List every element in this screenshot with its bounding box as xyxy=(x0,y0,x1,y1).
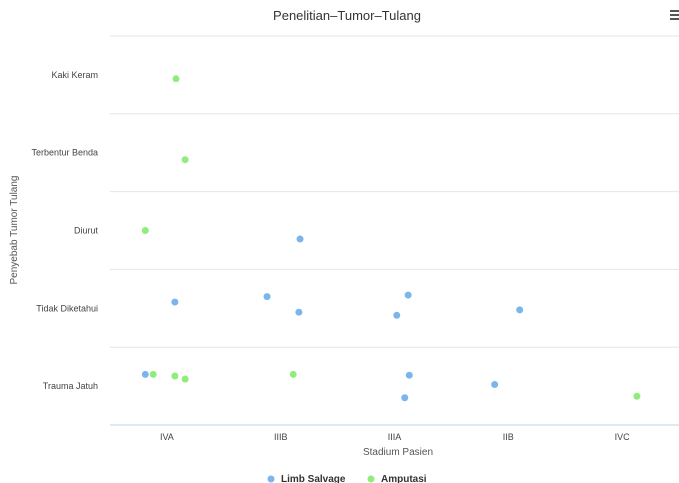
y-tick-label: Kaki Keram xyxy=(51,70,98,80)
x-axis-title: Stadium Pasien xyxy=(363,447,433,458)
chart-menu-button[interactable] xyxy=(670,10,679,22)
data-point-limb-salvage[interactable] xyxy=(141,370,149,378)
legend-marker-amputasi xyxy=(367,475,375,483)
legend-marker-limb-salvage xyxy=(267,475,275,483)
data-point-amputasi[interactable] xyxy=(171,372,179,380)
legend-item-limb-salvage[interactable]: Limb Salvage xyxy=(267,474,346,483)
data-point-limb-salvage[interactable] xyxy=(401,394,409,402)
data-point-limb-salvage[interactable] xyxy=(171,298,179,306)
data-point-limb-salvage[interactable] xyxy=(491,381,499,389)
x-tick-label: IVC xyxy=(615,432,631,442)
data-point-amputasi[interactable] xyxy=(181,156,189,164)
x-tick-label: IIB xyxy=(503,432,514,442)
data-points xyxy=(141,75,641,402)
y-axis-ticks: Trauma Jatuh Tidak Diketahui Diurut Terbent… xyxy=(31,70,98,391)
chart-title: Penelitian–Tumor–Tulang xyxy=(273,8,421,23)
y-tick-label: Tidak Diketahui xyxy=(36,303,98,313)
menu-icon xyxy=(670,10,679,12)
data-point-limb-salvage[interactable] xyxy=(393,311,401,319)
legend: Limb Salvage Amputasi xyxy=(267,474,427,483)
y-tick-label: Diurut xyxy=(74,226,99,236)
data-point-limb-salvage[interactable] xyxy=(404,291,412,299)
y-axis-title: Penyebab Tumor Tulang xyxy=(9,176,20,285)
x-tick-label: IIIB xyxy=(274,432,288,442)
data-point-limb-salvage[interactable] xyxy=(263,293,271,301)
data-point-amputasi[interactable] xyxy=(141,227,149,234)
legend-label-amputasi: Amputasi xyxy=(381,474,427,483)
data-point-amputasi[interactable] xyxy=(181,375,189,383)
data-point-limb-salvage[interactable] xyxy=(295,308,303,316)
x-tick-label: IIIA xyxy=(388,432,402,442)
data-point-limb-salvage[interactable] xyxy=(296,235,304,243)
legend-item-amputasi[interactable]: Amputasi xyxy=(367,474,427,483)
grid-lines xyxy=(110,35,679,426)
y-tick-label: Terbentur Benda xyxy=(31,148,98,158)
data-point-amputasi[interactable] xyxy=(149,370,157,378)
data-point-amputasi[interactable] xyxy=(172,75,180,83)
y-tick-label: Trauma Jatuh xyxy=(43,381,98,391)
data-point-limb-salvage[interactable] xyxy=(405,371,413,379)
x-tick-label: IVA xyxy=(160,432,174,442)
data-point-amputasi[interactable] xyxy=(289,370,297,378)
data-point-limb-salvage[interactable] xyxy=(516,306,524,314)
x-axis-ticks: IVA IIIB IIIA IIB IVC xyxy=(160,432,630,442)
legend-label-limb-salvage: Limb Salvage xyxy=(281,474,346,483)
data-point-amputasi[interactable] xyxy=(633,392,641,400)
